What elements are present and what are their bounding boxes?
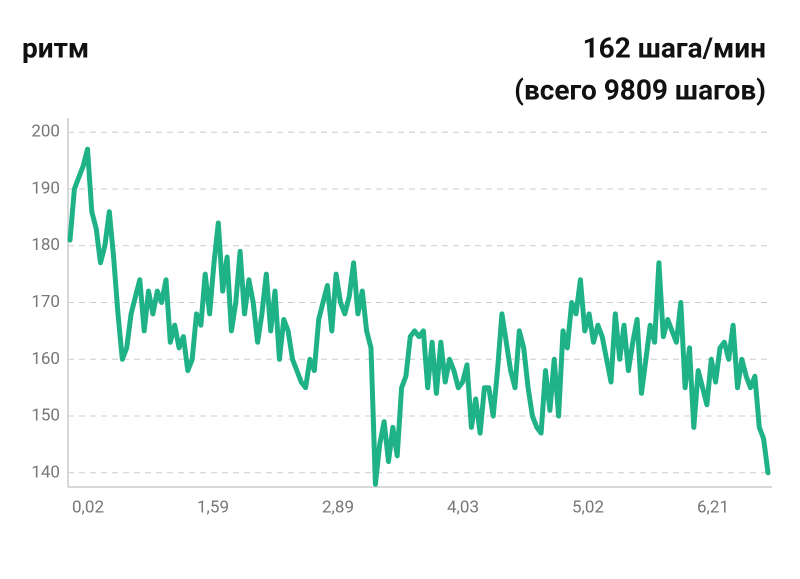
- chart-subtitle: 162 шага/мин: [583, 31, 766, 64]
- x-tick-label: 2,89: [322, 497, 354, 517]
- chart-title: ритм: [22, 31, 89, 64]
- x-tick-label: 6,21: [697, 497, 729, 517]
- x-tick-label: 1,59: [197, 497, 229, 517]
- y-tick-label: 180: [31, 235, 60, 255]
- y-tick-label: 160: [31, 349, 60, 369]
- y-tick-label: 190: [31, 178, 60, 198]
- chart-subtitle: (всего 9809 шагов): [514, 73, 766, 106]
- y-tick-label: 140: [31, 462, 60, 482]
- line: [67, 146, 771, 487]
- x-tick-label: 5,02: [572, 497, 604, 517]
- y-tick-label: 200: [31, 122, 60, 142]
- y-tick-label: 150: [31, 406, 60, 426]
- x-tick-label: 0,02: [72, 497, 104, 517]
- x-tick-label: 4,03: [447, 497, 479, 517]
- y-tick-label: 170: [31, 292, 60, 312]
